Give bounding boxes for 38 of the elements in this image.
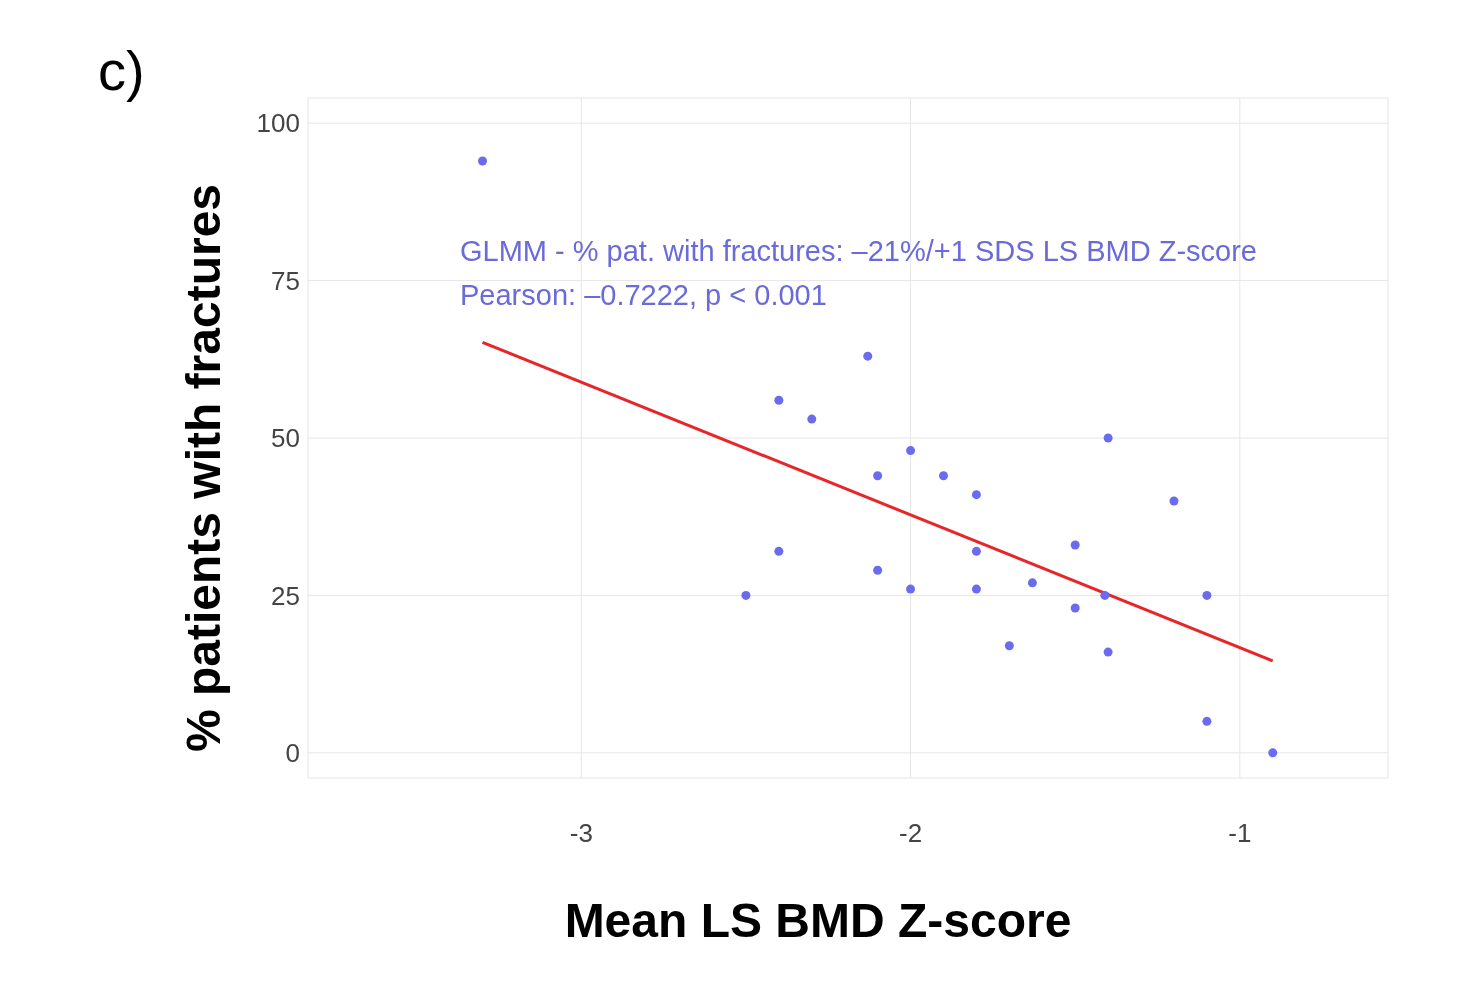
y-tick-label: 50 bbox=[271, 423, 300, 454]
point bbox=[863, 351, 873, 361]
point bbox=[906, 446, 916, 456]
point bbox=[478, 156, 488, 166]
point bbox=[1103, 433, 1113, 443]
x-axis-title: Mean LS BMD Z-score bbox=[564, 893, 1072, 948]
y-tick-label: 0 bbox=[285, 738, 300, 769]
point bbox=[971, 490, 981, 500]
point bbox=[1070, 603, 1080, 613]
point bbox=[741, 590, 751, 600]
x-tick-label: -3 bbox=[569, 818, 593, 849]
point bbox=[971, 584, 981, 594]
y-axis-title: % patients with fractures bbox=[175, 183, 231, 753]
y-tick-label: 75 bbox=[271, 265, 300, 296]
point bbox=[1004, 641, 1014, 651]
point bbox=[906, 584, 916, 594]
x-tick-label: -2 bbox=[899, 818, 923, 849]
point bbox=[1070, 540, 1080, 550]
point bbox=[807, 414, 817, 424]
point bbox=[1268, 748, 1278, 758]
point bbox=[971, 546, 981, 556]
point bbox=[1202, 716, 1212, 726]
point bbox=[1027, 578, 1037, 588]
x-tick-label: -1 bbox=[1228, 818, 1252, 849]
annotation: Pearson: –0.7222, p < 0.001 bbox=[460, 279, 827, 313]
point bbox=[1202, 590, 1212, 600]
y-tick-label: 100 bbox=[256, 108, 300, 139]
point bbox=[938, 471, 948, 481]
point bbox=[774, 395, 784, 405]
point bbox=[1103, 647, 1113, 657]
point bbox=[873, 565, 883, 575]
annotation: GLMM - % pat. with fractures: –21%/+1 SDS LS BMD Z-score bbox=[460, 235, 1257, 269]
point bbox=[1169, 496, 1179, 506]
chart-title: c) bbox=[98, 38, 145, 103]
y-tick-label: 25 bbox=[271, 580, 300, 611]
point bbox=[774, 546, 784, 556]
point bbox=[1100, 590, 1110, 600]
point bbox=[873, 471, 883, 481]
